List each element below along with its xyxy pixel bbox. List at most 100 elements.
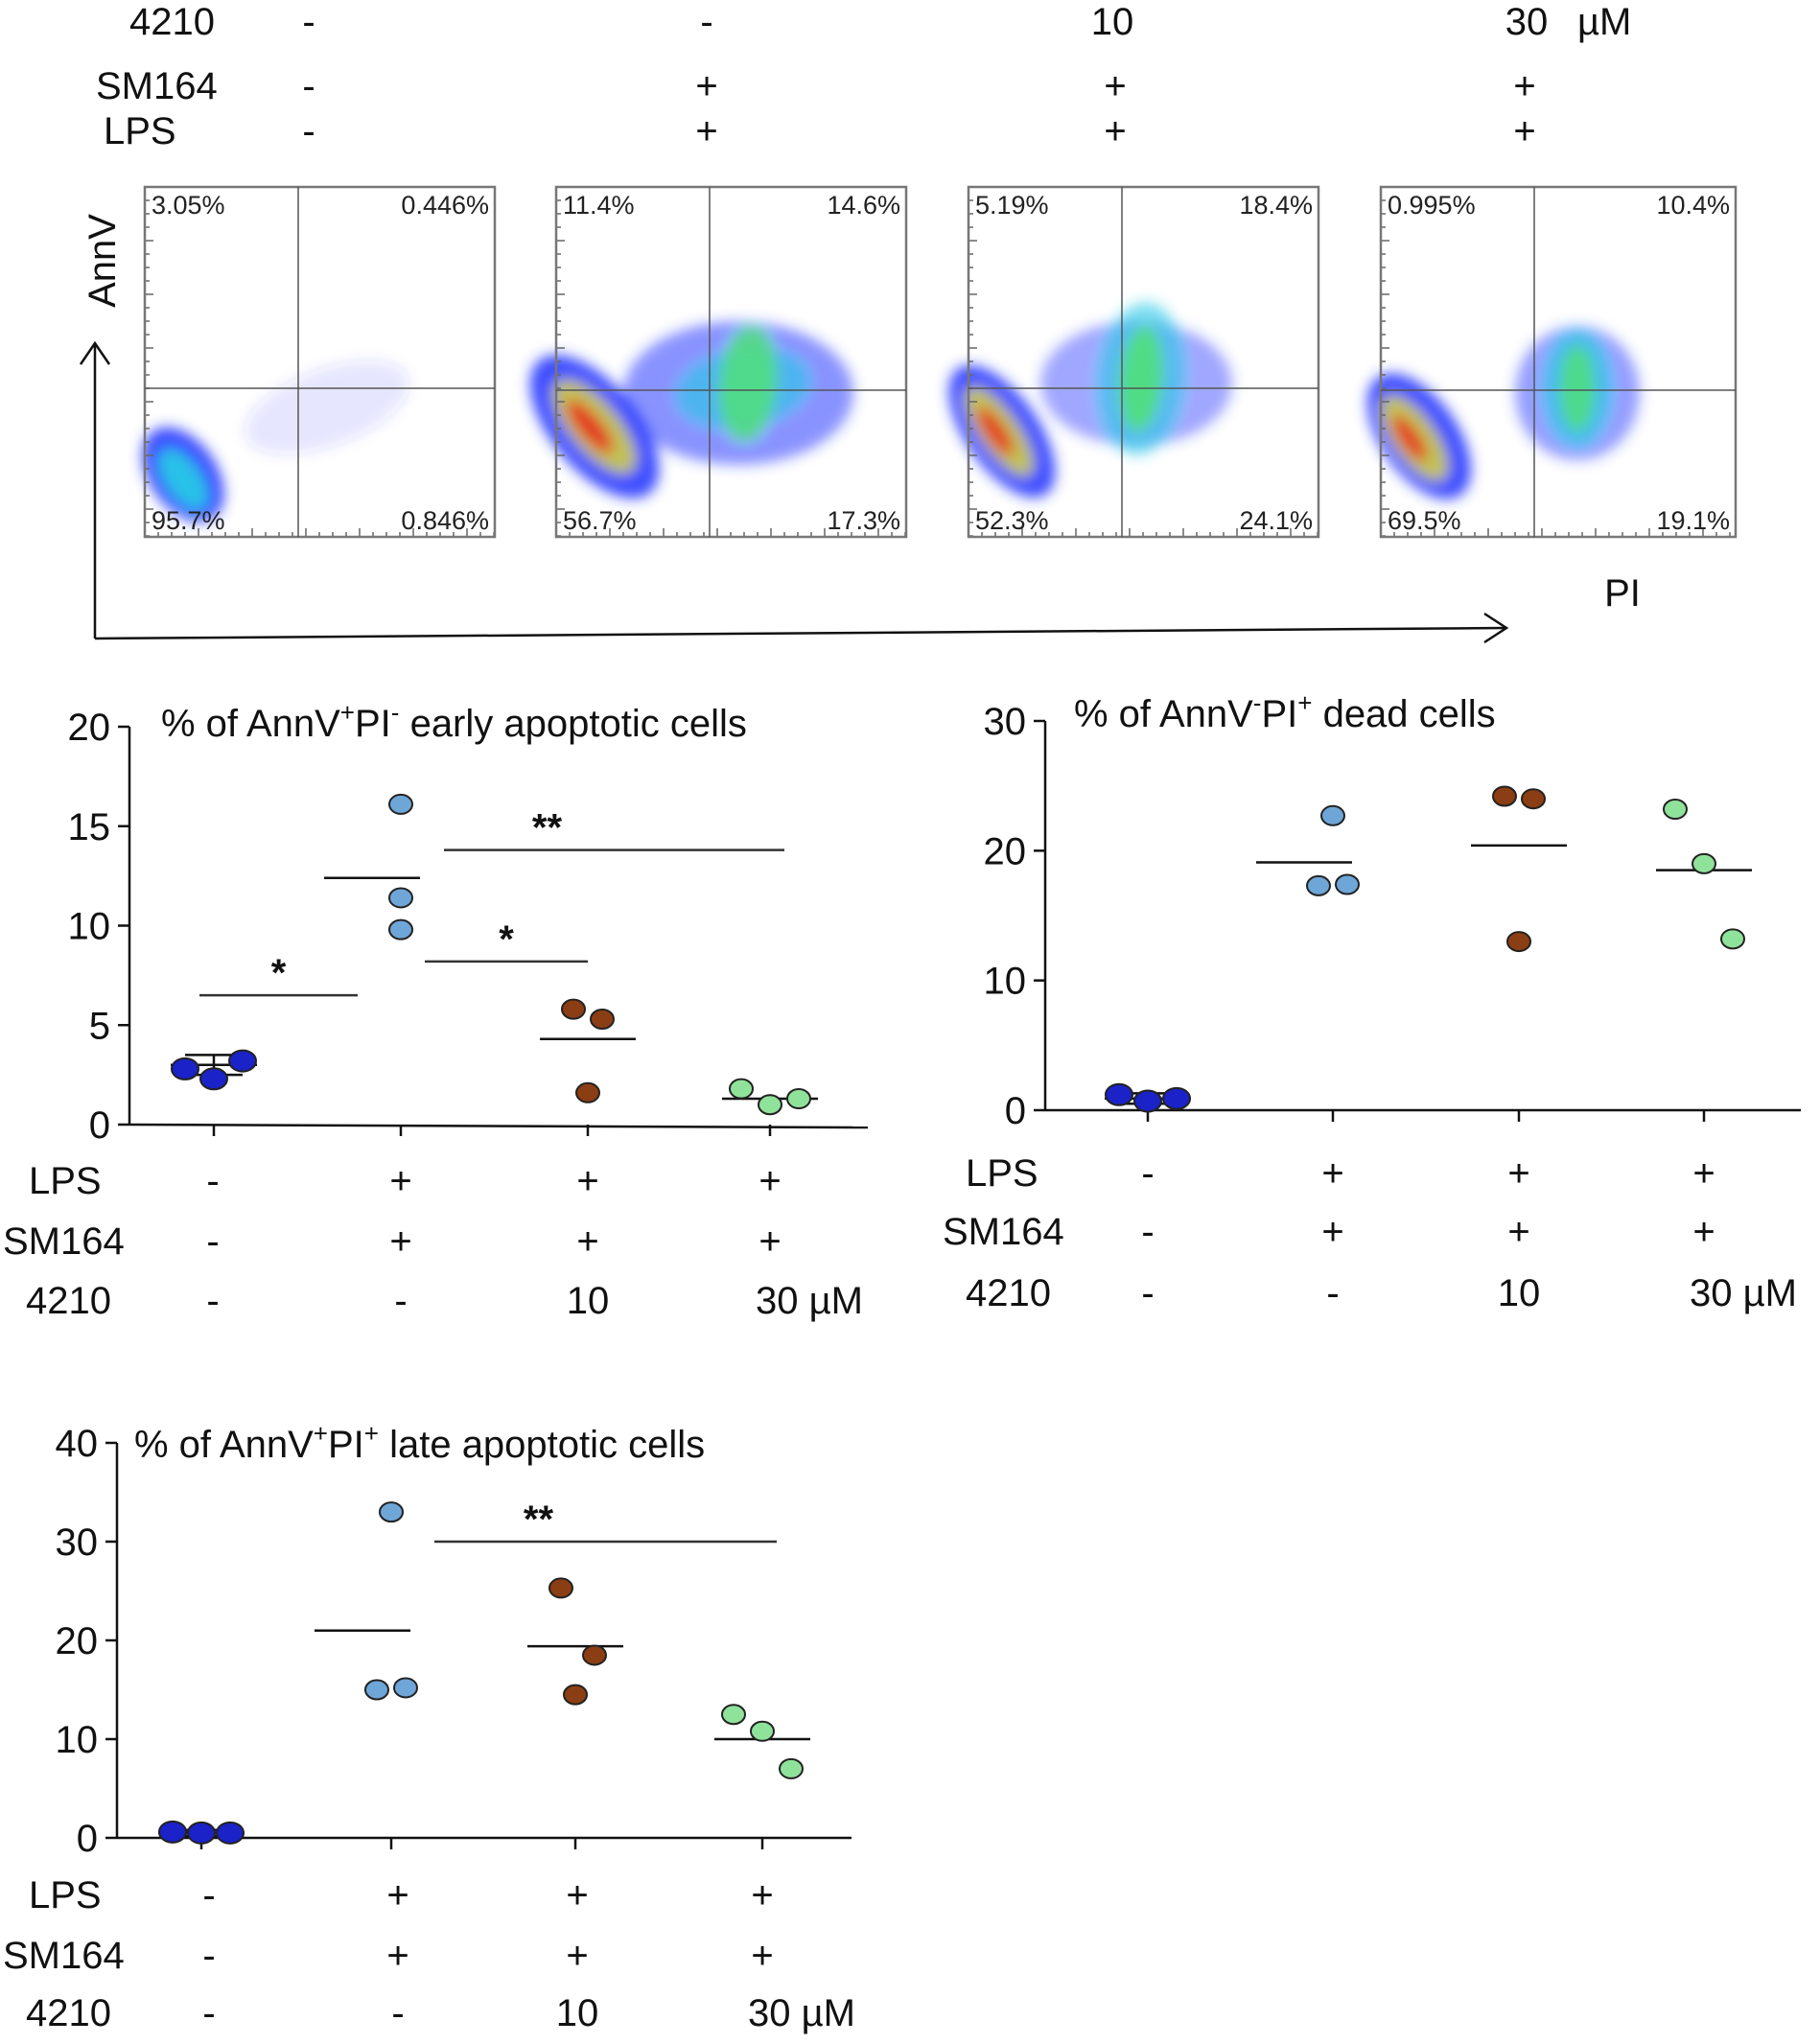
flow-density-blob-6	[1560, 345, 1595, 431]
flow-panel-2: 11.4% 14.6% 56.7% 17.3%	[529, 185, 908, 539]
condition-value: +	[1507, 1211, 1529, 1253]
quadrant-upper-right-label: 14.6%	[827, 191, 900, 220]
data-point-dose-30	[779, 1757, 804, 1779]
header-lps-value-3: +	[1104, 110, 1126, 152]
chart-title-part: PI	[1261, 693, 1297, 735]
flow-panel-3: 5.19% 18.4% 52.3% 24.1%	[948, 185, 1320, 539]
data-point-control	[228, 1049, 257, 1073]
header-4210-value-3: 10	[1091, 1, 1134, 43]
header-sm164-value-3: +	[1104, 65, 1126, 107]
condition-row-label: 4210	[26, 1280, 111, 1322]
quadrant-lower-left-label: 95.7%	[152, 506, 225, 535]
chart-title-part: PI	[328, 1424, 364, 1466]
data-point-dose-10	[582, 1644, 607, 1666]
header-lps-value-2: +	[695, 110, 717, 152]
condition-value: -	[1141, 1211, 1154, 1253]
data-point-dose-10	[590, 1009, 615, 1031]
data-point-dose-10	[1492, 785, 1517, 807]
flow-density-cloud	[1366, 326, 1640, 499]
y-tick-label: 20	[56, 1620, 99, 1662]
condition-value: -	[202, 1935, 215, 1977]
y-tick-label: 0	[89, 1104, 110, 1147]
chart-title-part: PI	[355, 703, 391, 745]
condition-value: -	[391, 1992, 404, 2034]
condition-value: 30 µM	[756, 1280, 863, 1322]
data-point-lps-sm164	[393, 1677, 418, 1699]
data-point-lps-sm164	[388, 887, 413, 909]
header-sm164-value-2: +	[695, 65, 717, 107]
data-point-control	[1133, 1089, 1162, 1113]
condition-row-label: 4210	[26, 1992, 111, 2034]
data-point-dose-30	[1720, 928, 1745, 950]
header-4210-unit: µM	[1577, 1, 1631, 43]
chart-title-superscript: +	[364, 1419, 379, 1448]
flow-density-cloud	[142, 360, 409, 523]
flow-density-blob-3	[976, 406, 1015, 456]
condition-value: 30 µM	[1690, 1272, 1797, 1314]
data-point-dose-10	[1506, 931, 1531, 953]
flow-panel-frame	[1379, 185, 1738, 539]
annv-axis-label: AnnV	[82, 214, 124, 308]
quadrant-lower-right-label: 17.3%	[827, 506, 900, 535]
header-row-label-lps: LPS	[104, 110, 176, 152]
header-lps-value-4: +	[1513, 110, 1535, 152]
significance-label: **	[532, 807, 563, 849]
data-point-dose-30	[721, 1704, 746, 1726]
header-sm164-value-1: -	[302, 65, 315, 107]
y-tick-label: 0	[1005, 1090, 1026, 1132]
condition-value: -	[206, 1280, 219, 1322]
y-tick-label: 30	[984, 701, 1027, 743]
flow-panel-1: 3.05% 0.446% 95.7% 0.846%	[142, 185, 497, 539]
condition-value: +	[1321, 1211, 1343, 1253]
significance-label: **	[524, 1498, 554, 1541]
pi-axis-line	[94, 626, 1506, 640]
data-point-dose-10	[563, 1684, 588, 1706]
data-point-control	[171, 1057, 199, 1080]
chart-title: % of AnnV-PI+ dead cells	[1074, 688, 1496, 735]
pi-axis-label: PI	[1604, 572, 1641, 615]
chart-title-part: % of AnnV	[161, 703, 340, 745]
condition-value: +	[1507, 1152, 1529, 1195]
condition-value: -	[394, 1280, 407, 1322]
chart-title-superscript: -	[1253, 688, 1262, 717]
condition-value: +	[751, 1874, 773, 1916]
header-sm164-value-4: +	[1513, 65, 1535, 107]
condition-value: -	[206, 1220, 219, 1263]
chart-title: % of AnnV+PI+ late apoptotic cells	[134, 1419, 705, 1466]
condition-value: +	[1321, 1152, 1343, 1195]
data-point-control	[1162, 1086, 1191, 1110]
data-point-lps-sm164	[364, 1679, 389, 1701]
data-point-control	[216, 1821, 245, 1845]
data-point-control	[199, 1067, 228, 1091]
condition-value: +	[566, 1874, 588, 1916]
pi-axis-arrowhead	[1483, 612, 1509, 644]
condition-row-label: LPS	[29, 1160, 102, 1202]
data-point-dose-30	[1692, 852, 1716, 874]
condition-row-label: LPS	[29, 1874, 102, 1916]
condition-value: +	[389, 1160, 411, 1202]
condition-row-label: SM164	[943, 1211, 1064, 1253]
condition-value: +	[566, 1935, 588, 1977]
condition-row-label: SM164	[3, 1220, 125, 1263]
condition-value: +	[576, 1220, 598, 1263]
quadrant-upper-left-label: 0.995%	[1388, 191, 1476, 220]
quadrant-upper-left-label: 11.4%	[563, 191, 635, 220]
data-point-dose-30	[729, 1078, 754, 1100]
condition-value: +	[386, 1874, 408, 1916]
quadrant-lower-right-label: 24.1%	[1239, 506, 1313, 535]
condition-value: -	[1326, 1272, 1339, 1314]
data-point-dose-10	[575, 1081, 600, 1103]
header-condition-table: 4210 - - 10 30 µM SM164 - + + + LPS - + …	[96, 1, 1631, 152]
data-point-dose-30	[758, 1094, 782, 1116]
chart-title: % of AnnV+PI- early apoptotic cells	[161, 698, 747, 745]
data-point-lps-sm164	[1320, 804, 1345, 826]
chart-title-superscript: +	[340, 698, 355, 727]
header-4210-value-4: 30	[1505, 1, 1549, 43]
condition-value: -	[1141, 1272, 1154, 1314]
y-tick-label: 5	[89, 1005, 110, 1047]
flow-axes: AnnV PI	[79, 214, 1641, 644]
flow-panel-frame	[967, 185, 1320, 539]
